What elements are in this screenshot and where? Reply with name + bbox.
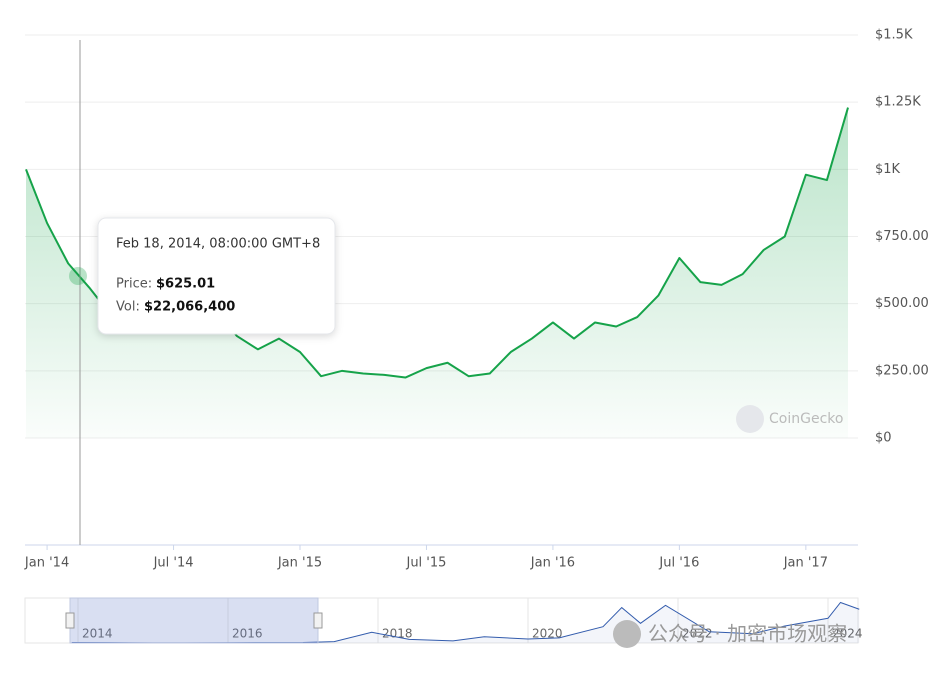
navigator-handle [313,612,323,629]
x-tick-label: Jul '15 [405,556,446,571]
navigator-selection [69,597,319,644]
tooltip-box [97,217,336,335]
navigator-label: 2020 [532,627,563,641]
y-tick-label: $250.00 [875,363,929,378]
tooltip-volume: $22,066,400 [144,300,235,315]
y-tick-label: $1.5K [875,28,913,43]
tooltip-date: Feb 18, 2014, 08:00:00 GMT+8 [116,237,320,252]
navigator-label: 2018 [382,627,413,641]
x-tick-label: Jan '16 [530,556,575,571]
navigator-label: 2022 [682,627,713,641]
x-tick-label: Jan '15 [277,556,322,571]
hover-halo [69,267,87,285]
tooltip-volume-label: Vol: [116,300,140,315]
y-tick-label: $1K [875,162,901,177]
y-tick-label: $750.00 [875,229,929,244]
navigator-label: 2016 [232,627,263,641]
x-tick-label: Jan '14 [24,556,69,571]
watermark: CoinGecko [769,411,843,427]
watermark-logo [736,405,764,433]
y-tick-label: $0 [875,431,892,446]
navigator-frame [24,597,859,644]
tooltip-price-label: Price: [116,277,152,292]
overlay-text: 公众号 · 加密市场观察 [648,622,847,646]
navigator-label: 2024 [832,627,863,641]
navigator-area [71,602,860,643]
x-tick-label: Jul '14 [153,556,194,571]
overlay-icon [613,620,641,648]
navigator-label: 2014 [82,627,113,641]
tooltip: Feb 18, 2014, 08:00:00 GMT+8 Price: $625… [97,217,336,335]
tooltip-price: $625.01 [156,277,215,292]
y-tick-label: $500.00 [875,296,929,311]
navigator-handle [65,612,75,629]
x-tick-label: Jan '17 [783,556,828,571]
x-tick-label: Jul '16 [658,556,699,571]
y-tick-label: $1.25K [875,95,921,110]
area [26,107,848,438]
